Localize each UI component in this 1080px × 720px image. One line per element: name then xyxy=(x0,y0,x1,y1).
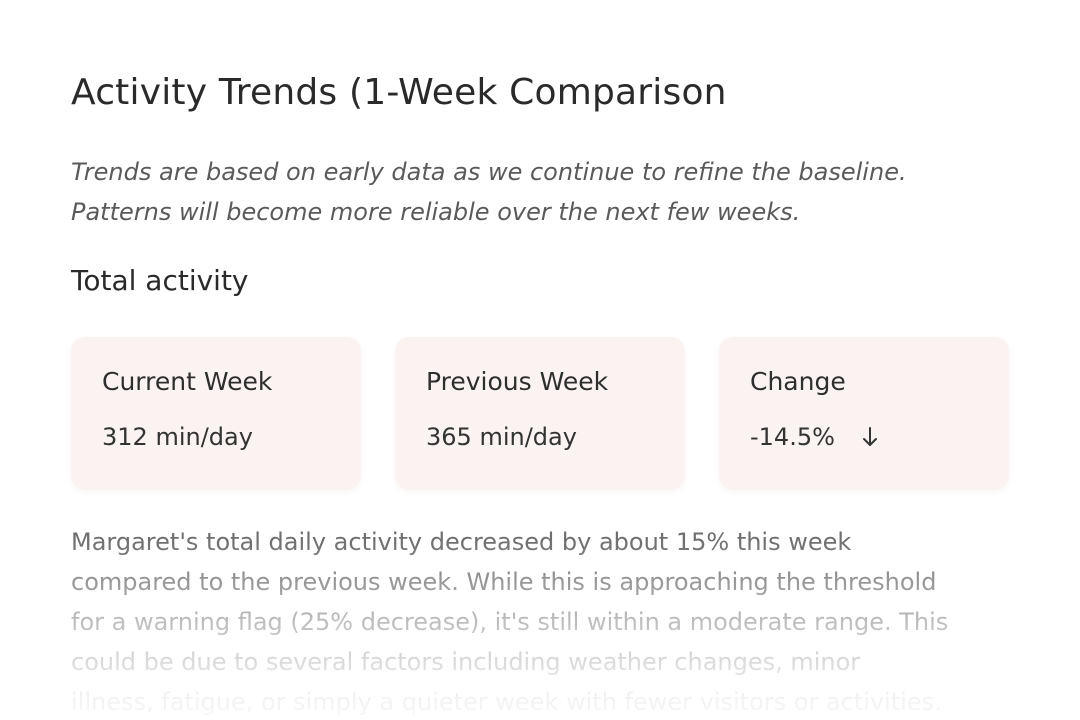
subtitle-line: Patterns will become more reliable over … xyxy=(71,198,801,226)
summary-line: Margaret's total daily activity decrease… xyxy=(71,528,852,556)
current-week-card: Current Week 312 min/day xyxy=(71,337,361,490)
previous-week-value: 365 min/day xyxy=(426,423,577,451)
page-title: Activity Trends (1-Week Comparison xyxy=(71,72,727,113)
current-week-value: 312 min/day xyxy=(102,423,253,451)
previous-week-card: Previous Week 365 min/day xyxy=(395,337,685,490)
change-label: Change xyxy=(750,367,846,396)
summary-line: could be due to several factors includin… xyxy=(71,648,861,676)
activity-summary-text: Margaret's total daily activity decrease… xyxy=(71,522,1021,720)
change-card: Change -14.5% xyxy=(719,337,1009,490)
subtitle-line: Trends are based on early data as we con… xyxy=(71,158,907,186)
arrow-down-icon xyxy=(861,426,879,454)
section-heading-total-activity: Total activity xyxy=(71,264,249,297)
summary-line: for a warning flag (25% decrease), it's … xyxy=(71,608,949,636)
current-week-label: Current Week xyxy=(102,367,273,396)
summary-line: compared to the previous week. While thi… xyxy=(71,568,937,596)
page-subtitle: Trends are based on early data as we con… xyxy=(71,152,1031,232)
change-value-row: -14.5% xyxy=(750,423,879,454)
summary-line: illness, fatigue, or simply a quieter we… xyxy=(71,688,942,716)
previous-week-label: Previous Week xyxy=(426,367,609,396)
change-value: -14.5% xyxy=(750,423,835,451)
